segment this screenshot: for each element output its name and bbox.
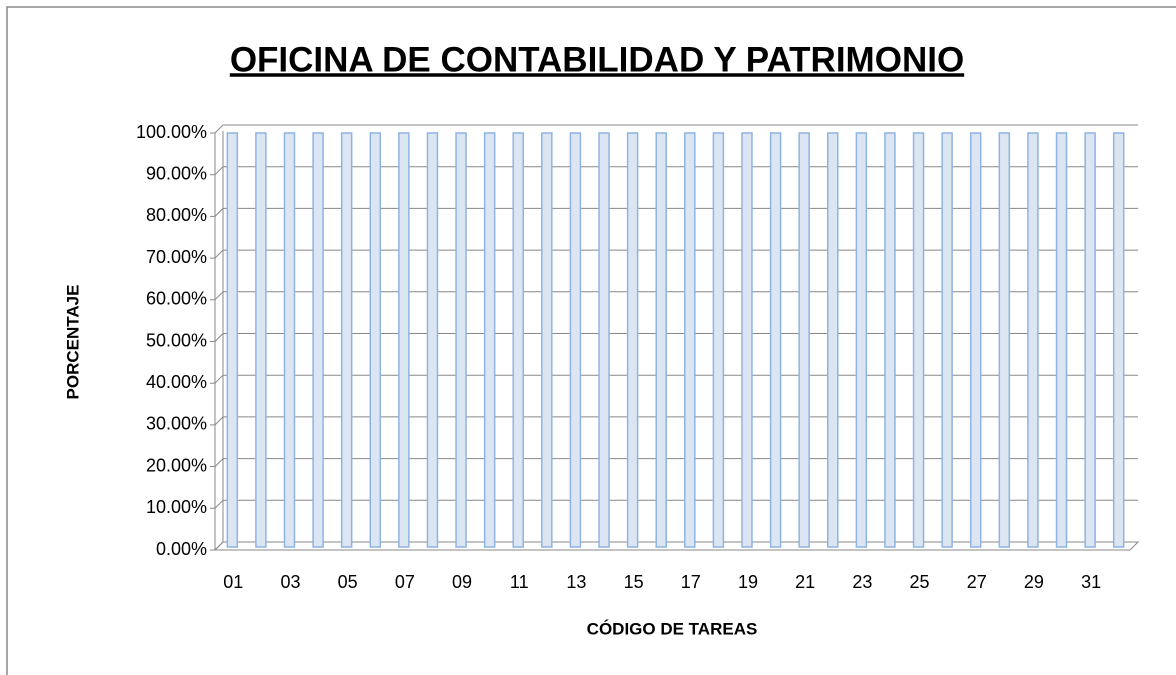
chart-border [6,6,1176,675]
bar [369,132,382,548]
bar [483,132,496,548]
y-tick-label: 70.00% [146,247,207,267]
bar [426,132,439,548]
bar [827,132,839,548]
bar [1112,132,1125,548]
bar [1055,132,1068,548]
bar [569,132,582,548]
y-tick-label: 40.00% [146,372,207,392]
x-tick-label: 07 [395,572,415,592]
bar [1027,132,1039,548]
bar [626,132,639,548]
bar [598,132,610,548]
x-tick-label: 23 [852,572,872,592]
x-tick-label: 17 [681,572,701,592]
x-tick-label: 29 [1024,572,1044,592]
bar [941,132,953,548]
y-tick-label: 30.00% [146,414,207,434]
x-tick-label: 05 [338,572,358,592]
chart-title: OFICINA DE CONTABILIDAD Y PATRIMONIO [230,40,964,79]
x-tick-label: 11 [510,572,529,592]
x-tick-label: 31 [1081,572,1101,592]
grid-line [214,124,1138,134]
bar [912,132,925,548]
bar [541,132,553,548]
y-tick-label: 50.00% [146,330,207,350]
bar [312,132,324,548]
bar [655,132,667,548]
bar [255,132,267,548]
bar [969,132,982,548]
y-axis-title: PORCENTAJE [63,285,82,400]
x-tick-label: 13 [566,572,586,592]
y-tick-label: 10.00% [146,497,207,517]
bar [455,132,467,548]
x-tick-label: 03 [280,572,300,592]
bar [226,132,239,548]
x-tick-label: 21 [795,572,815,592]
y-tick-label: 90.00% [146,163,207,183]
x-tick-label: 09 [452,572,472,592]
x-tick-label: 19 [738,572,758,592]
bar [798,132,810,548]
bar [712,132,725,548]
y-tick-label: 100.00% [136,122,207,142]
bar [684,132,696,548]
y-tick-label: 20.00% [146,455,207,475]
bar [512,132,524,548]
bar [855,132,868,548]
x-tick-label: 25 [910,572,930,592]
x-axis-title: CÓDIGO DE TAREAS [587,619,758,638]
bar [769,132,782,548]
y-tick-label: 80.00% [146,205,207,225]
bar [884,132,896,548]
y-tick-label: 0.00% [156,539,207,559]
bar [283,132,296,548]
x-tick-label: 15 [624,572,644,592]
bar [741,132,753,548]
y-tick-label: 60.00% [146,289,207,309]
x-tick-label: 27 [967,572,987,592]
bar [398,132,410,548]
bar [998,132,1011,548]
bar [340,132,353,548]
bar [1084,132,1096,548]
x-tick-label: 01 [223,572,243,592]
